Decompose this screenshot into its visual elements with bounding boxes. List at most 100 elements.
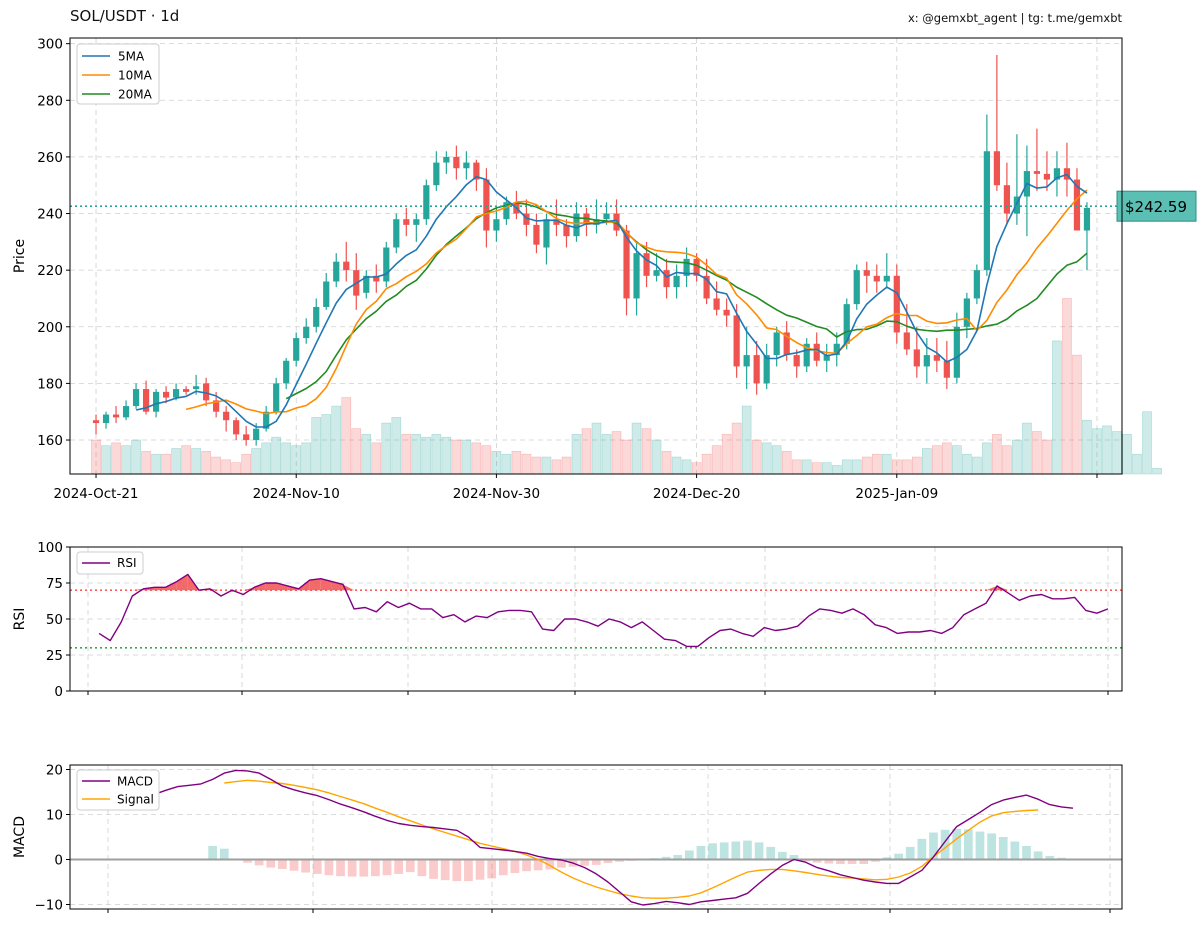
macd-histogram-bar	[382, 859, 392, 876]
rsi-overbought-fill	[309, 578, 321, 591]
price-axis-label: Price	[12, 239, 28, 273]
candle-body	[983, 151, 990, 271]
macd-histogram-bar	[452, 859, 462, 882]
macd-histogram-bar	[882, 857, 892, 860]
signal-line	[224, 779, 1039, 899]
volume-bar	[671, 456, 682, 475]
volume-bar	[731, 422, 742, 475]
candle-body	[653, 270, 660, 276]
candle-body	[92, 420, 100, 424]
candle-body	[683, 258, 690, 276]
volume-bar	[982, 442, 992, 475]
legend-label-signal: Signal	[117, 793, 154, 807]
price-tick-label-y: 200	[37, 320, 63, 336]
macd-histogram-bar	[208, 846, 217, 860]
legend-label-10ma: 10MA	[118, 69, 153, 83]
volume-bar	[461, 439, 472, 475]
volume-bar	[341, 397, 352, 475]
macd-histogram-bar	[557, 859, 566, 868]
candle-body	[453, 156, 460, 169]
macd-histogram-bar	[754, 842, 764, 860]
volume-bar	[1012, 439, 1022, 475]
volume-bar	[942, 442, 952, 475]
volume-bar	[741, 405, 752, 475]
volume-bar	[431, 434, 442, 475]
volume-bar	[421, 436, 432, 475]
macd-histogram-bar	[498, 859, 508, 876]
candle-body	[663, 270, 670, 288]
candle-body	[953, 326, 960, 378]
volume-bar	[811, 462, 822, 475]
candle-body	[773, 332, 780, 356]
macd-histogram-bar	[533, 859, 543, 871]
macd-histogram-bar	[510, 859, 520, 873]
candle-body	[263, 411, 270, 429]
macd-histogram-bar	[684, 850, 694, 860]
price-tick-label-x: 2024-Dec-20	[653, 486, 740, 502]
volume-bar	[1002, 445, 1012, 475]
legend-label-5ma: 5MA	[118, 50, 145, 64]
macd-histogram-bar	[336, 859, 345, 877]
volume-bar	[171, 448, 181, 475]
volume-bar	[1132, 453, 1142, 475]
volume-bar	[381, 422, 392, 475]
rsi-overbought-fill	[343, 584, 355, 591]
volume-bar	[571, 434, 582, 475]
volume-bar	[111, 442, 121, 475]
candle-body	[643, 253, 650, 276]
volume-bar	[501, 453, 512, 475]
macd-histogram-bar	[301, 859, 311, 873]
candle-body	[563, 224, 570, 237]
rsi-overbought-fill	[265, 583, 277, 591]
macd-histogram-bar	[405, 859, 415, 873]
rsi-tick-label-y: 75	[46, 576, 63, 592]
candle-body	[833, 343, 840, 356]
volume-bar	[521, 453, 532, 475]
rsi-overbought-fill	[176, 574, 188, 591]
macd-histogram-bar	[708, 843, 717, 860]
macd-histogram-bar	[824, 859, 834, 864]
volume-bar	[912, 456, 922, 475]
macd-histogram-bar	[615, 859, 624, 862]
volume-bar	[631, 422, 642, 475]
candle-body	[673, 275, 680, 288]
candle-body	[903, 332, 910, 350]
candle-body	[583, 213, 590, 225]
volume-bar	[271, 436, 282, 475]
volume-bar	[451, 439, 462, 475]
volume-bar	[801, 459, 812, 475]
macd-histogram-bar	[243, 859, 252, 863]
macd-tick-label-y: 20	[46, 763, 63, 779]
macd-histogram-bar	[905, 846, 915, 860]
volume-bar	[1082, 419, 1092, 475]
volume-bar	[972, 456, 982, 475]
macd-histogram-bar	[591, 859, 601, 865]
candle-body	[1043, 173, 1051, 180]
rsi-tick-label-y: 100	[37, 540, 63, 556]
legend-label-macd: MACD	[117, 775, 153, 789]
candle-body	[523, 213, 530, 225]
candle-body	[843, 304, 850, 344]
candle-body	[473, 162, 480, 180]
macd-histogram-bar	[429, 859, 438, 879]
candle-body	[393, 219, 400, 248]
candle-body	[703, 275, 710, 299]
price-legend-box	[76, 43, 160, 105]
candle-body	[813, 343, 820, 361]
candle-body	[713, 298, 720, 310]
macd-histogram-bar	[312, 859, 322, 874]
candle-body	[873, 275, 880, 282]
macd-histogram-bar	[487, 859, 497, 879]
macd-histogram-bar	[266, 859, 276, 868]
volume-bar	[881, 453, 892, 475]
volume-bar	[211, 456, 221, 475]
candle-body	[753, 355, 760, 384]
candle-body	[793, 355, 800, 367]
candle-body	[463, 162, 470, 169]
rsi-plot-frame	[69, 546, 1123, 692]
volume-bar	[891, 459, 902, 475]
candle-body	[1073, 179, 1081, 231]
candle-body	[303, 326, 310, 339]
macd-plot-frame	[69, 764, 1123, 910]
volume-bar	[591, 422, 602, 475]
